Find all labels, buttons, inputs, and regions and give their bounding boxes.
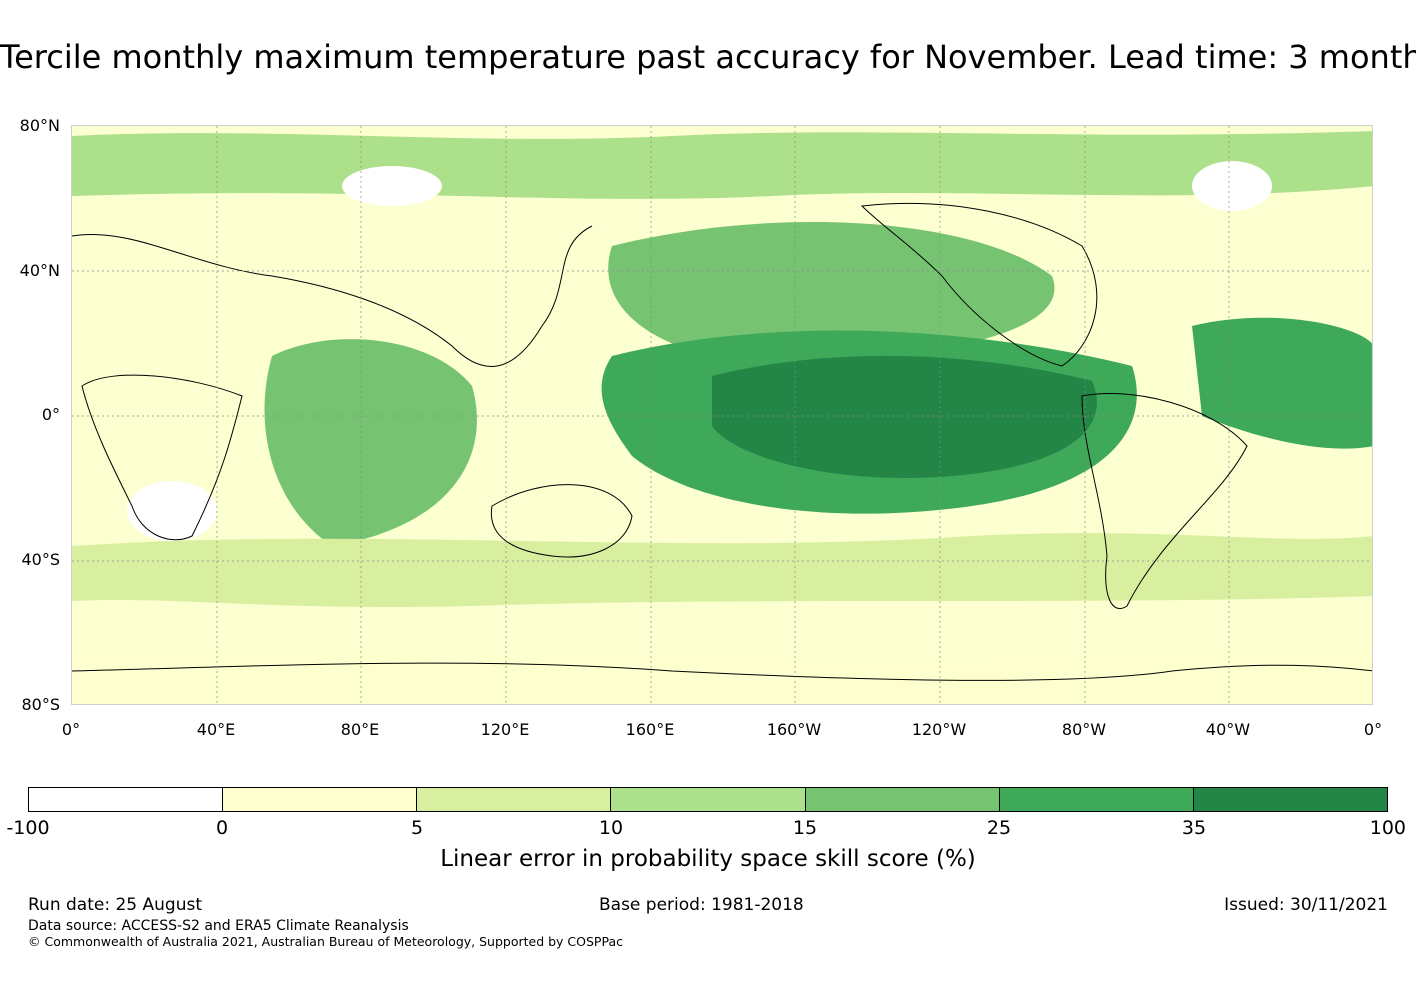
- x-tick-label: 40°W: [1205, 720, 1251, 739]
- equatorial-pacific-core: [712, 355, 1097, 478]
- south-africa-low-skill: [127, 481, 217, 541]
- run-date: Run date: 25 August: [28, 895, 202, 915]
- colorbar-label: 0: [215, 817, 229, 839]
- siberia-low-skill: [342, 166, 442, 206]
- antarctica-coastline: [72, 662, 1372, 681]
- africa-coastline: [81, 374, 243, 541]
- colorbar-label: 15: [792, 817, 818, 839]
- coastlines: [72, 202, 1372, 681]
- x-tick-label: 40°E: [196, 720, 236, 739]
- colorbar-title: Linear error in probability space skill …: [440, 846, 976, 872]
- x-tick-label: 120°E: [480, 720, 530, 739]
- map-canvas: [72, 126, 1372, 704]
- copyright: © Commonwealth of Australia 2021, Austra…: [28, 934, 623, 949]
- colorbar-segment: [805, 788, 1000, 811]
- colorbar-segment: [611, 788, 806, 811]
- indian-ocean-band: [264, 339, 477, 546]
- y-tick-label: 40°N: [19, 261, 60, 280]
- x-tick-label: 120°W: [911, 720, 967, 739]
- pacific-mid-band: [608, 222, 1055, 366]
- x-tick-label: 80°W: [1061, 720, 1107, 739]
- colorbar-label: 10: [598, 817, 624, 839]
- graticule: [72, 126, 1372, 704]
- y-tick-label: 80°S: [21, 695, 60, 714]
- map-title: Tercile monthly maximum temperature past…: [0, 38, 1416, 76]
- north-america-coastline: [860, 202, 1098, 367]
- data-source: Data source: ACCESS-S2 and ERA5 Climate …: [28, 918, 409, 934]
- south-america-coastline: [1081, 393, 1248, 609]
- x-tick-label: 160°W: [766, 720, 822, 739]
- colorbar-label: 35: [1181, 817, 1207, 839]
- colorbar-label: 5: [410, 817, 424, 839]
- x-tick-label: 0°: [61, 720, 81, 739]
- colorbar-label: 25: [986, 817, 1012, 839]
- colorbar-segment: [417, 788, 612, 811]
- x-tick-label: 0°: [1363, 720, 1383, 739]
- y-tick-label: 80°N: [19, 116, 60, 135]
- base-period: Base period: 1981-2018: [599, 895, 804, 915]
- colorbar-label: 100: [1369, 817, 1406, 839]
- y-tick-label: 0°: [41, 405, 60, 424]
- colorbar: [28, 787, 1388, 812]
- greenland-low-skill: [1192, 161, 1272, 211]
- colorbar-segment: [999, 788, 1194, 811]
- issued-date: Issued: 30/11/2021: [1224, 895, 1388, 915]
- skill-score-map: [71, 125, 1373, 705]
- colorbar-segment: [223, 788, 418, 811]
- eurasia-coastline: [72, 225, 593, 367]
- colorbar-segment: [29, 788, 224, 811]
- antarctic-band: [72, 651, 1372, 704]
- x-tick-label: 80°E: [340, 720, 380, 739]
- colorbar-segment: [1193, 788, 1387, 811]
- y-tick-label: 40°S: [21, 550, 60, 569]
- southern-ocean-band: [72, 533, 1372, 608]
- x-tick-label: 160°E: [625, 720, 675, 739]
- high-latitude-north-band: [72, 131, 1372, 199]
- australia-coastline: [490, 484, 633, 558]
- colorbar-label: -100: [6, 817, 50, 839]
